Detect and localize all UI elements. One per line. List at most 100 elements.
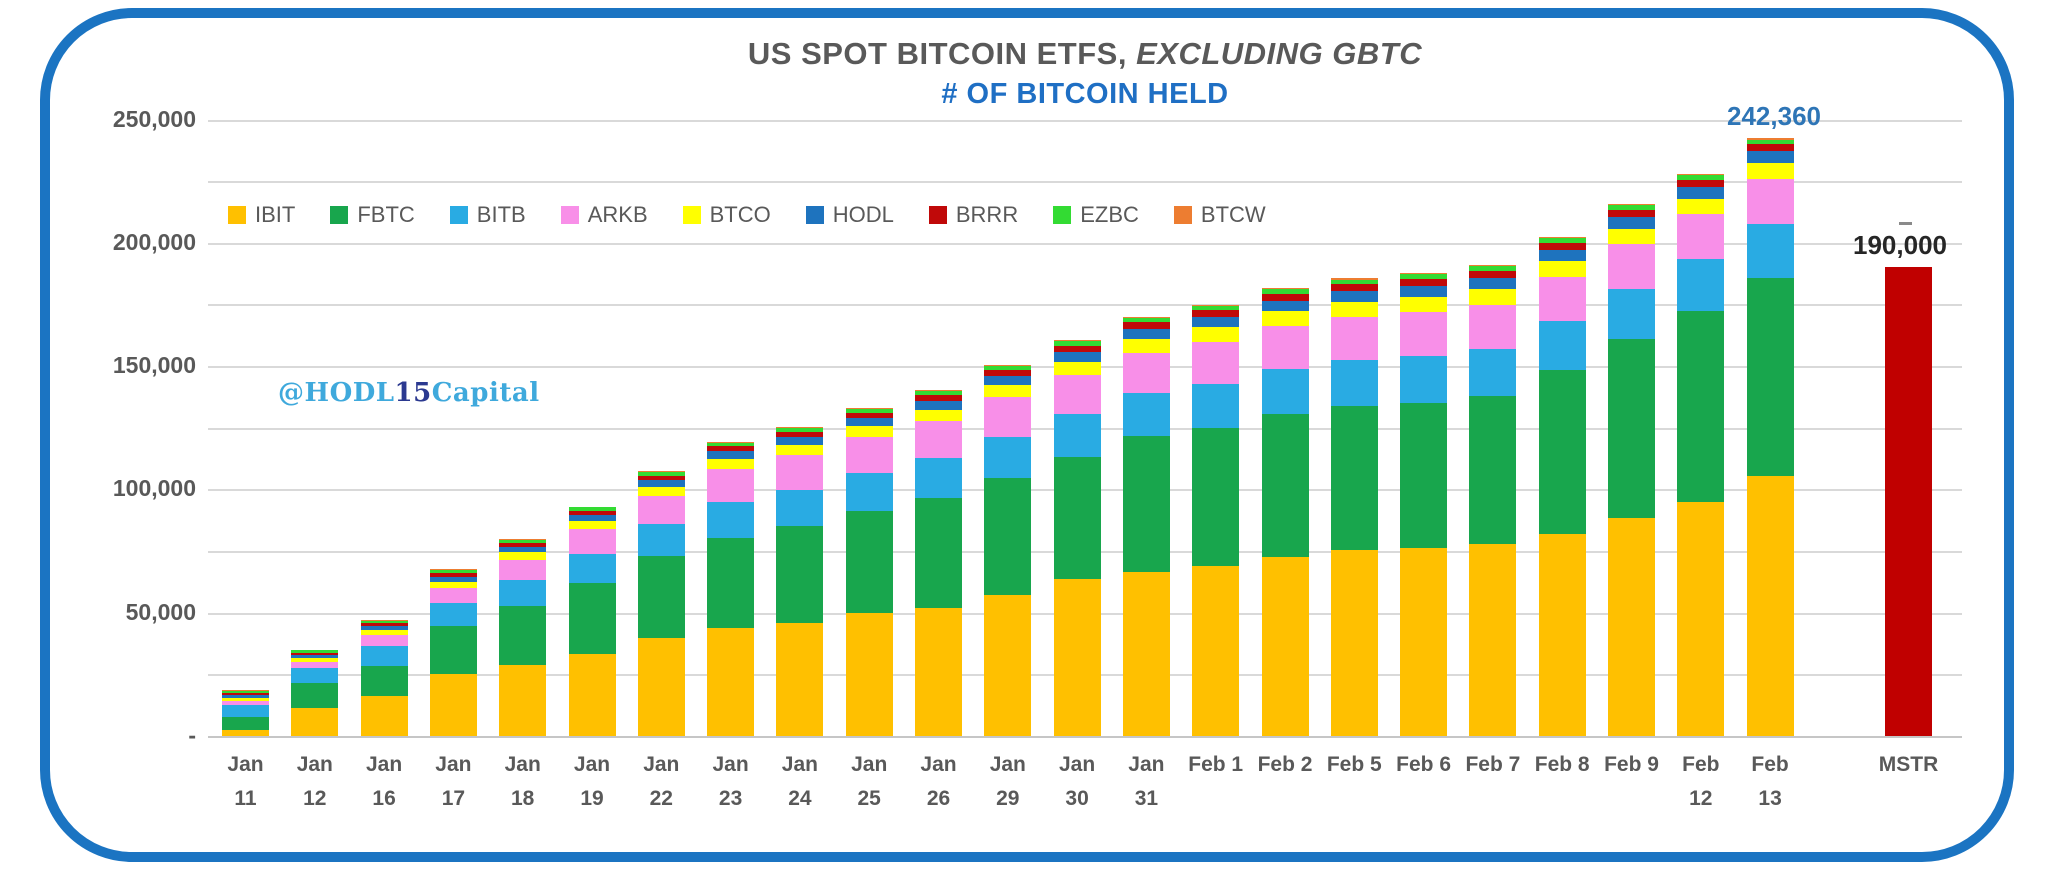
segment-hodl xyxy=(1677,186,1725,199)
segment-fbtc xyxy=(499,605,547,666)
segment-ibit xyxy=(845,612,893,736)
segment-fbtc xyxy=(1330,406,1378,551)
segment-fbtc xyxy=(1122,436,1170,572)
y-axis-label-0: - xyxy=(188,722,196,748)
stacked-bar-jan-19 xyxy=(568,506,616,736)
chart-title-plain: US SPOT BITCOIN ETFS, xyxy=(747,36,1137,71)
segment-ezbc xyxy=(1746,139,1794,145)
segment-btco xyxy=(568,520,616,529)
segment-arkb xyxy=(915,421,962,459)
stacked-bar-jan-31 xyxy=(1122,316,1170,736)
segment-ezbc xyxy=(1053,341,1101,346)
segment-btcw xyxy=(1677,173,1725,176)
segment-bitb xyxy=(776,489,824,527)
y-axis-label-200000: 200,000 xyxy=(112,228,196,255)
segment-btco xyxy=(499,552,547,560)
segment-arkb xyxy=(499,559,547,580)
x-axis-label-feb-1: Feb 1 xyxy=(1188,753,1244,776)
segment-ezbc xyxy=(1469,266,1517,272)
segment-brrr xyxy=(1261,293,1309,301)
stacked-bar-feb-7 xyxy=(1469,265,1517,736)
segment-arkb xyxy=(984,397,1032,437)
segment-btcw xyxy=(776,427,824,429)
legend-label-hodl: HODL xyxy=(832,202,894,227)
legend: IBIT FBTC BITB ARKB BTCO HODL BRRR EZBC BTCW xyxy=(228,202,1266,228)
segment-brrr xyxy=(1608,210,1655,217)
segment-brrr xyxy=(984,369,1032,376)
legend-item-bitb: BITB xyxy=(449,202,526,228)
segment-ibit xyxy=(222,729,269,736)
legend-item-hodl: HODL xyxy=(805,202,894,228)
segment-ezbc xyxy=(915,390,962,396)
legend-label-brrr: BRRR xyxy=(955,202,1019,227)
legend-label-arkb: ARKB xyxy=(587,202,648,227)
segment-bitb xyxy=(360,646,408,666)
stacked-bar-feb-9 xyxy=(1608,204,1655,736)
stacked-bar-feb-13 xyxy=(1746,138,1794,736)
segment-hodl xyxy=(1400,285,1448,298)
segment-brrr xyxy=(1192,310,1240,317)
segment-btco xyxy=(1400,297,1448,313)
segment-btcw xyxy=(1122,316,1170,319)
segment-hodl xyxy=(1261,300,1309,312)
segment-ibit xyxy=(1261,557,1309,736)
legend-swatch-fbtc xyxy=(330,206,349,224)
segment-btco xyxy=(1608,228,1655,245)
stacked-bar-feb-8 xyxy=(1538,236,1586,736)
segment-ezbc xyxy=(568,507,616,511)
segment-ezbc xyxy=(707,442,755,447)
segment-bitb xyxy=(1192,383,1240,428)
segment-hodl xyxy=(499,546,547,553)
x-axis-label-jan-26: Jan 26 xyxy=(920,753,957,810)
segment-ibit xyxy=(1053,579,1101,736)
legend-item-brrr: BRRR xyxy=(928,202,1019,228)
x-axis-label-jan-19: Jan 19 xyxy=(573,753,611,810)
y-axis-label-250000: 250,000 xyxy=(112,105,196,132)
gridline-250000 xyxy=(208,119,1962,122)
watermark-prefix: @HODL xyxy=(278,378,395,408)
segment-arkb xyxy=(1192,341,1240,384)
gridline-175000 xyxy=(208,304,1962,307)
segment-hodl xyxy=(637,480,685,487)
segment-hodl xyxy=(1192,316,1240,328)
segment-fbtc xyxy=(429,626,477,675)
segment-ezbc xyxy=(637,472,685,476)
segment-brrr xyxy=(845,412,893,419)
segment-mstr xyxy=(1885,267,1932,736)
segment-bitb xyxy=(222,704,269,718)
segment-brrr xyxy=(1053,345,1101,352)
segment-bitb xyxy=(1746,224,1794,278)
segment-bitb xyxy=(499,579,547,606)
segment-brrr xyxy=(291,652,339,656)
watermark-mid: 15 xyxy=(394,378,432,408)
stacked-bar-jan-17 xyxy=(429,569,477,736)
segment-fbtc xyxy=(222,717,269,730)
legend-swatch-ibit xyxy=(228,206,246,224)
segment-arkb xyxy=(1469,304,1517,349)
segment-bitb xyxy=(1677,259,1725,311)
segment-hodl xyxy=(845,418,893,427)
segment-ezbc xyxy=(1330,279,1378,285)
segment-btco xyxy=(429,581,477,588)
stacked-bar-jan-12 xyxy=(291,649,339,736)
segment-brrr xyxy=(1538,242,1586,250)
segment-btcw xyxy=(984,364,1032,366)
segment-btco xyxy=(1746,163,1794,180)
segment-arkb xyxy=(1538,276,1586,322)
segment-btcw xyxy=(1330,278,1378,280)
segment-fbtc xyxy=(1746,277,1794,477)
legend-item-arkb: ARKB xyxy=(560,202,648,228)
x-axis-label-jan-11: Jan 11 xyxy=(227,753,264,810)
stacked-bar-jan-23 xyxy=(707,441,755,736)
segment-btco xyxy=(1469,289,1517,305)
segment-arkb xyxy=(568,528,616,554)
segment-fbtc xyxy=(776,526,824,624)
x-axis-label-feb-8: Feb 8 xyxy=(1534,753,1590,776)
x-axis-label-feb-2: Feb 2 xyxy=(1257,753,1313,776)
segment-arkb xyxy=(1122,353,1170,394)
segment-brrr xyxy=(915,395,962,401)
segment-btco xyxy=(1330,302,1378,318)
segment-bitb xyxy=(429,603,477,627)
stacked-bar-jan-30 xyxy=(1053,340,1101,736)
